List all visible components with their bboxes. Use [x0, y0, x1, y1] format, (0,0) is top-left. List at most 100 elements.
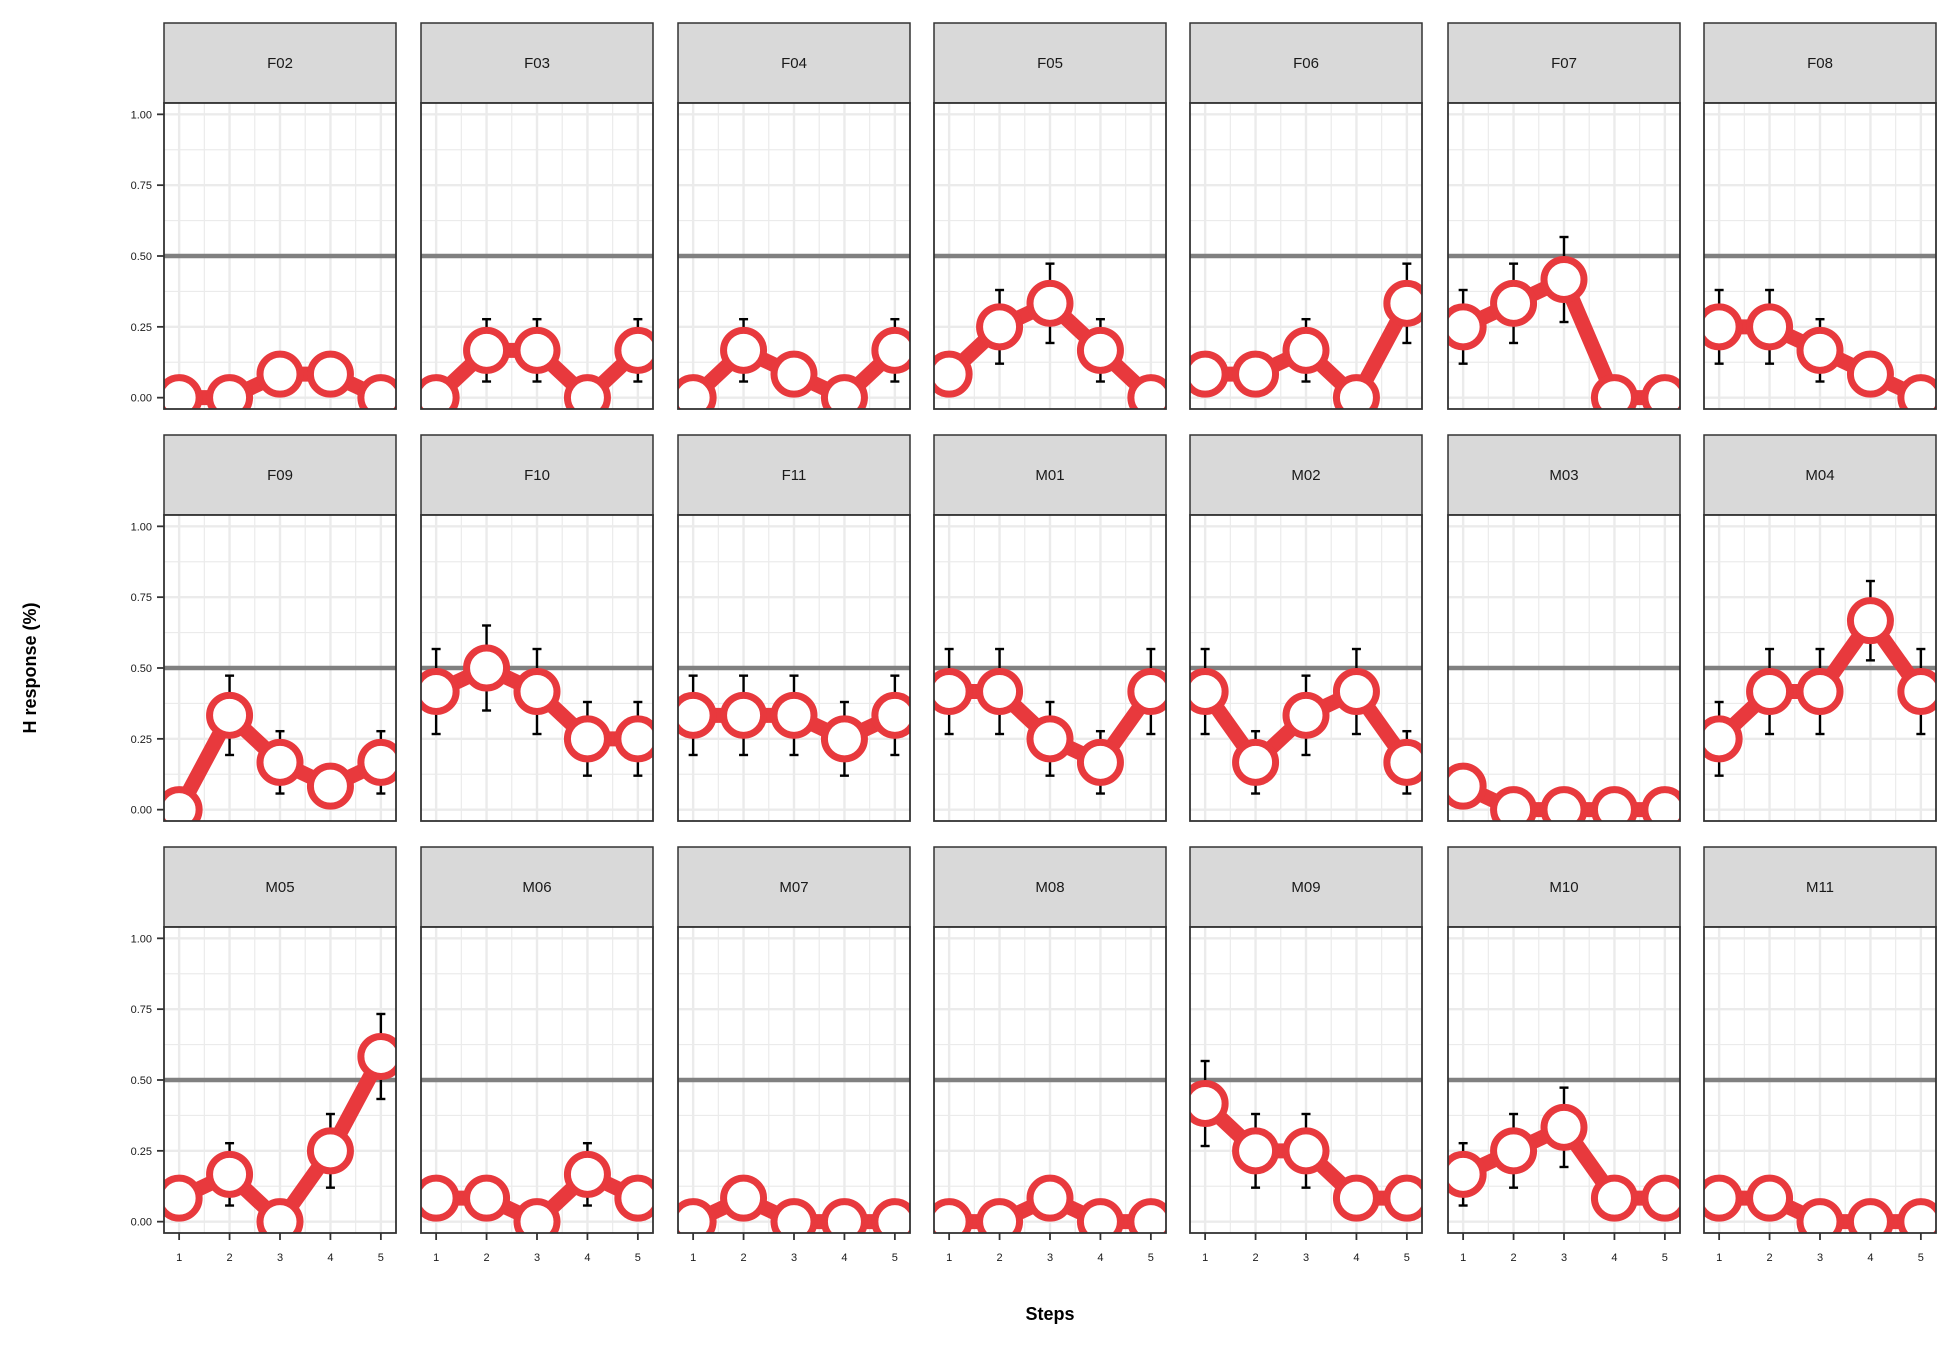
y-tick-label: 1.00 — [131, 521, 152, 533]
data-point — [1232, 738, 1280, 786]
data-point — [1282, 1127, 1330, 1175]
data-point — [1796, 1198, 1844, 1233]
data-point — [1490, 1127, 1538, 1175]
data-point — [1332, 374, 1380, 409]
strip-label: M06 — [522, 879, 551, 896]
data-point — [1490, 786, 1538, 821]
strip-label: M11 — [1806, 879, 1834, 896]
panel-data — [164, 674, 396, 821]
panel-data — [934, 1174, 1166, 1233]
panel-border — [420, 102, 654, 410]
y-tick-label: 0.75 — [131, 180, 152, 192]
data-point — [1704, 715, 1743, 763]
data-point — [976, 303, 1024, 351]
y-tick-label: 0.50 — [131, 1075, 152, 1087]
data-point — [1897, 374, 1936, 409]
panel-border — [1447, 102, 1681, 410]
data-point — [1590, 374, 1638, 409]
data-point — [421, 374, 460, 409]
panel-data — [1448, 1086, 1680, 1222]
strip-background — [1189, 434, 1423, 516]
strip-background — [933, 434, 1167, 516]
panel-border — [933, 102, 1167, 410]
data-point — [563, 1150, 611, 1198]
strip-background — [1189, 22, 1423, 104]
data-point — [1897, 1198, 1936, 1233]
strip-label: F11 — [782, 467, 807, 484]
x-tick-label: 2 — [997, 1252, 1003, 1264]
data-point — [1540, 256, 1588, 304]
panel-F08: F08 — [1703, 22, 1937, 410]
y-axis-title: H response (%) — [20, 602, 40, 733]
x-tick-label: 3 — [1561, 1252, 1567, 1264]
data-point — [1448, 303, 1487, 351]
data-point — [1127, 374, 1166, 409]
data-point — [678, 374, 717, 409]
data-point — [614, 1174, 653, 1222]
panel-data — [1704, 1174, 1936, 1233]
data-point — [871, 691, 910, 739]
y-tick-label: 0.25 — [131, 734, 152, 746]
panel-data — [421, 624, 653, 777]
x-tick-label: 1 — [1202, 1252, 1208, 1264]
data-point — [357, 1032, 396, 1080]
x-tick-label: 5 — [1148, 1252, 1154, 1264]
x-tick-label: 4 — [1867, 1252, 1873, 1264]
data-point — [1026, 1174, 1074, 1222]
panel-data — [678, 317, 910, 409]
panel-F06: F06 — [1189, 22, 1423, 410]
data-point — [1846, 597, 1894, 645]
data-point — [820, 1198, 868, 1233]
x-tick-label: 5 — [378, 1252, 384, 1264]
data-point — [1383, 738, 1422, 786]
data-point — [1282, 691, 1330, 739]
panel-F07: F07 — [1447, 22, 1681, 410]
data-point — [1540, 1103, 1588, 1151]
data-point — [306, 350, 354, 398]
x-tick-label: 2 — [1511, 1252, 1517, 1264]
y-tick-label: 0.00 — [131, 393, 152, 405]
panel-F11: F11 — [677, 434, 911, 822]
panel-M04: M04 — [1703, 434, 1937, 822]
strip-label: F10 — [524, 467, 550, 484]
data-point — [1796, 668, 1844, 716]
strip-label: F02 — [267, 55, 293, 72]
data-point — [1076, 1198, 1124, 1233]
x-tick-label: 5 — [635, 1252, 641, 1264]
x-tick-label: 4 — [1097, 1252, 1103, 1264]
panel-F10: F10 — [420, 434, 654, 822]
panel-border — [420, 514, 654, 822]
x-tick-label: 3 — [277, 1252, 283, 1264]
strip-label: F07 — [1551, 55, 1577, 72]
data-point — [1332, 668, 1380, 716]
x-tick-label: 3 — [534, 1252, 540, 1264]
panel-data — [1704, 288, 1936, 409]
data-point — [306, 762, 354, 810]
strip-background — [1703, 434, 1937, 516]
strip-label: F05 — [1037, 55, 1063, 72]
y-tick-label: 0.50 — [131, 663, 152, 675]
x-tick-label: 2 — [1253, 1252, 1259, 1264]
data-point — [1232, 1127, 1280, 1175]
data-point — [720, 691, 768, 739]
x-tick-label: 2 — [1767, 1252, 1773, 1264]
x-tick-label: 1 — [1716, 1252, 1722, 1264]
data-point — [306, 1127, 354, 1175]
data-point — [1641, 374, 1680, 409]
data-point — [720, 326, 768, 374]
data-point — [164, 1174, 203, 1222]
data-point — [770, 1198, 818, 1233]
panel-data — [678, 1174, 910, 1233]
x-tick-label: 5 — [892, 1252, 898, 1264]
x-tick-label: 4 — [1611, 1252, 1617, 1264]
strip-label: F09 — [267, 467, 293, 484]
data-point — [1026, 279, 1074, 327]
panel-data — [1190, 1059, 1422, 1222]
strip-label: M04 — [1805, 467, 1834, 484]
strip-background — [677, 434, 911, 516]
panel-F02: F02 0.00 0.25 0.50 0.75 1.00 — [131, 22, 397, 410]
strip-label: M03 — [1549, 467, 1578, 484]
strip-background — [1447, 846, 1681, 928]
data-point — [678, 691, 717, 739]
